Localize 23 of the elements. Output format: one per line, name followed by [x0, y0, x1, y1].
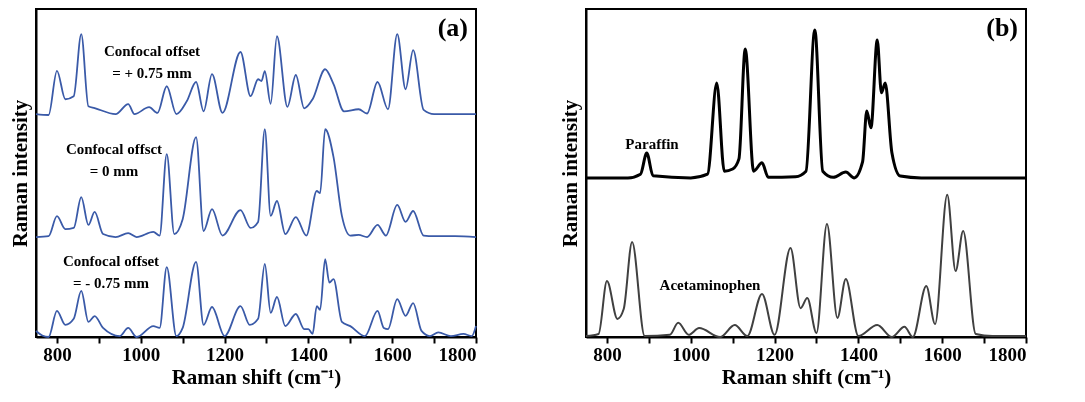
x-tick-label: 800	[43, 343, 72, 365]
y-axis-title: Raman intensity	[557, 99, 582, 248]
x-tick-label: 1200	[756, 343, 795, 365]
x-axis-title: Raman shift (cm⁻¹)	[171, 364, 342, 389]
x-axis-title: Raman shift (cm⁻¹)	[721, 364, 892, 389]
x-tick-label: 1800	[438, 343, 477, 365]
x-tick-label: 1000	[122, 343, 161, 365]
x-tick-label: 1400	[289, 343, 328, 365]
x-tick-label: 800	[593, 343, 622, 365]
series-label: Confocal offset = - 0.75 mm	[62, 253, 160, 291]
series-label: Acetaminophen	[659, 277, 762, 293]
x-tick-label: 1200	[206, 343, 245, 365]
y-axis-title: Raman intensity	[7, 99, 32, 248]
chart-title: (b)	[986, 13, 1018, 42]
x-tick-label: 1800	[988, 343, 1027, 365]
x-tick-label: 1000	[672, 343, 711, 365]
x-tick-label: 1600	[923, 343, 962, 365]
series-label: Paraffin	[625, 136, 680, 152]
series-label: Confocal offsct = 0 mm	[65, 141, 163, 179]
chart-title: (a)	[437, 13, 468, 42]
series-label: Confocal offset = + 0.75 mm	[103, 43, 201, 81]
x-tick-label: 1600	[373, 343, 412, 365]
x-tick-label: 1400	[839, 343, 878, 365]
